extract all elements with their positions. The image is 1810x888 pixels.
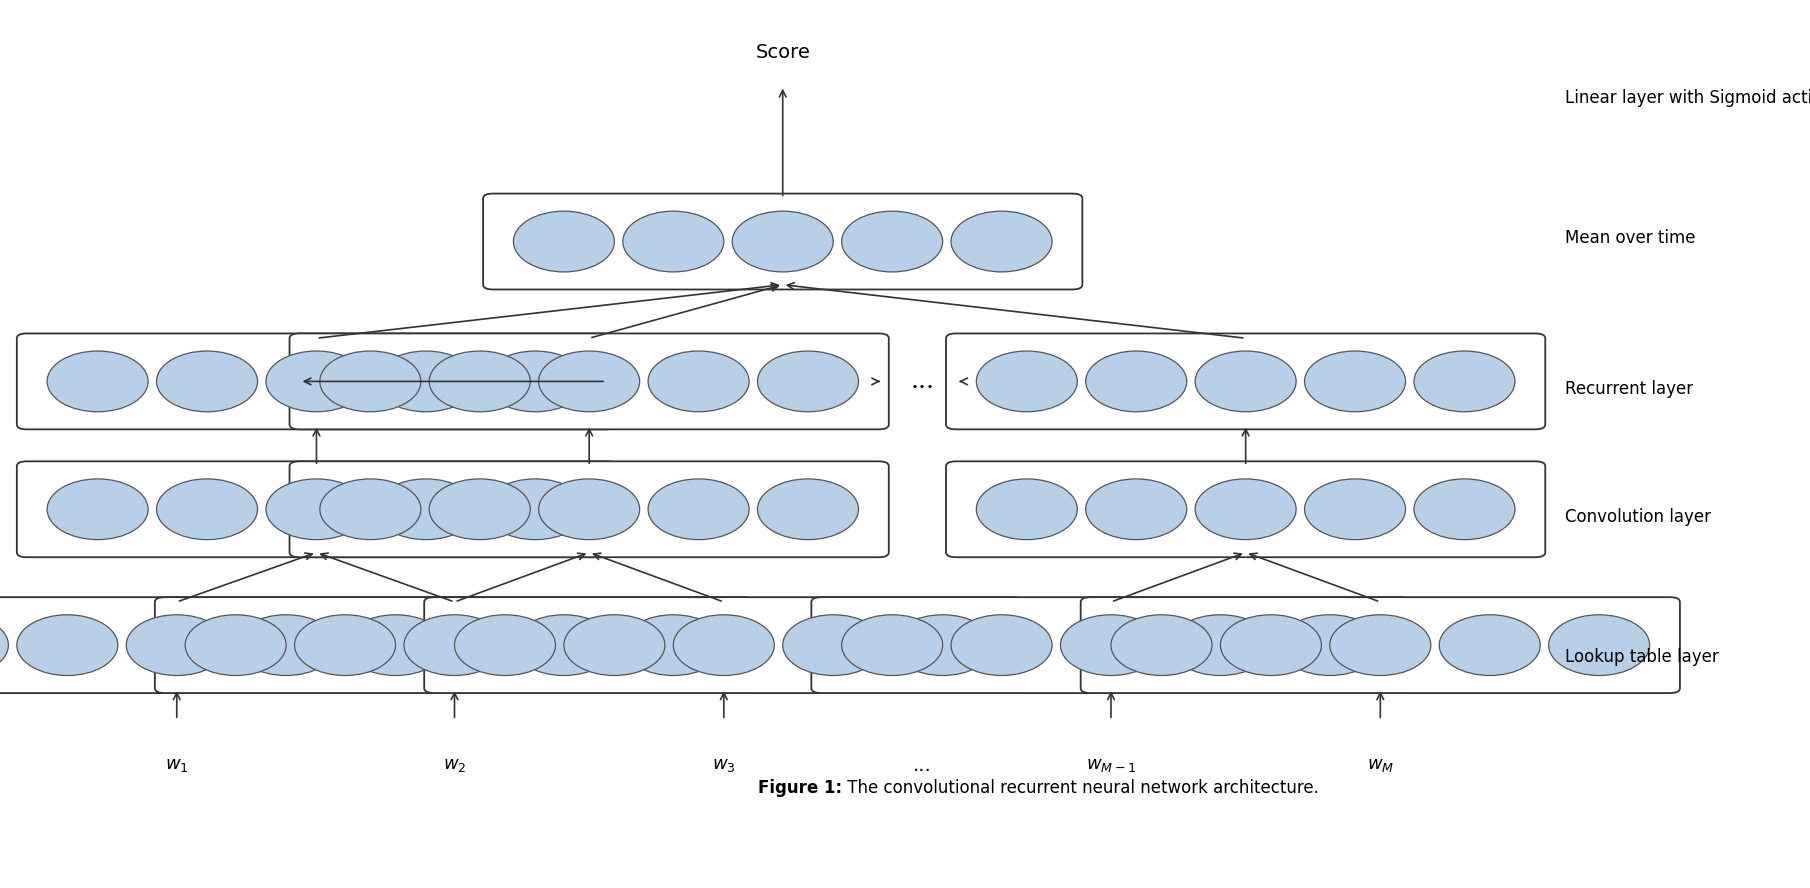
Ellipse shape [429, 351, 530, 412]
Ellipse shape [1111, 614, 1213, 676]
Ellipse shape [1305, 351, 1406, 412]
Ellipse shape [758, 351, 858, 412]
Ellipse shape [1061, 614, 1162, 676]
Ellipse shape [485, 479, 586, 540]
Ellipse shape [375, 351, 476, 412]
Ellipse shape [1414, 479, 1515, 540]
FancyBboxPatch shape [290, 462, 889, 558]
Text: Linear layer with Sigmoid activation: Linear layer with Sigmoid activation [1566, 89, 1810, 107]
Ellipse shape [623, 211, 724, 272]
Text: ...: ... [912, 756, 932, 774]
Ellipse shape [156, 351, 257, 412]
Ellipse shape [648, 479, 749, 540]
Ellipse shape [0, 614, 9, 676]
FancyBboxPatch shape [156, 598, 755, 694]
FancyBboxPatch shape [16, 462, 615, 558]
Ellipse shape [404, 614, 505, 676]
Ellipse shape [429, 479, 530, 540]
Text: $w_1$: $w_1$ [165, 756, 188, 774]
Ellipse shape [1086, 479, 1187, 540]
Ellipse shape [782, 614, 883, 676]
FancyBboxPatch shape [947, 334, 1546, 430]
Ellipse shape [1220, 614, 1321, 676]
Ellipse shape [648, 351, 749, 412]
Text: $w_3$: $w_3$ [711, 756, 735, 774]
Ellipse shape [1086, 351, 1187, 412]
Ellipse shape [1414, 351, 1515, 412]
Ellipse shape [156, 479, 257, 540]
Ellipse shape [16, 614, 118, 676]
Text: $w_{M-1}$: $w_{M-1}$ [1086, 756, 1137, 774]
Text: $w_2$: $w_2$ [443, 756, 467, 774]
Ellipse shape [950, 211, 1052, 272]
Ellipse shape [485, 351, 586, 412]
Ellipse shape [892, 614, 994, 676]
Ellipse shape [1195, 479, 1296, 540]
Ellipse shape [266, 479, 367, 540]
Text: Convolution layer: Convolution layer [1566, 508, 1712, 527]
FancyBboxPatch shape [947, 462, 1546, 558]
Ellipse shape [1330, 614, 1432, 676]
Text: Lookup table layer: Lookup table layer [1566, 648, 1720, 666]
FancyBboxPatch shape [1081, 598, 1680, 694]
Ellipse shape [320, 351, 420, 412]
Ellipse shape [1305, 479, 1406, 540]
FancyBboxPatch shape [16, 334, 615, 430]
Ellipse shape [733, 211, 833, 272]
Ellipse shape [47, 479, 148, 540]
Ellipse shape [539, 479, 639, 540]
FancyBboxPatch shape [0, 598, 476, 694]
Text: Score: Score [755, 43, 811, 62]
Ellipse shape [295, 614, 396, 676]
Ellipse shape [842, 211, 943, 272]
Ellipse shape [976, 479, 1077, 540]
FancyBboxPatch shape [483, 194, 1082, 289]
Text: Figure 1:: Figure 1: [758, 779, 842, 797]
Ellipse shape [1169, 614, 1271, 676]
Text: Mean over time: Mean over time [1566, 228, 1696, 247]
Ellipse shape [1439, 614, 1540, 676]
Ellipse shape [950, 614, 1052, 676]
Ellipse shape [539, 351, 639, 412]
Ellipse shape [454, 614, 556, 676]
Ellipse shape [514, 614, 614, 676]
Ellipse shape [375, 479, 476, 540]
Ellipse shape [127, 614, 228, 676]
Ellipse shape [1280, 614, 1381, 676]
Text: $w_M$: $w_M$ [1367, 756, 1394, 774]
Ellipse shape [346, 614, 445, 676]
Ellipse shape [320, 479, 420, 540]
Ellipse shape [565, 614, 664, 676]
FancyBboxPatch shape [811, 598, 1410, 694]
FancyBboxPatch shape [424, 598, 1023, 694]
Ellipse shape [976, 351, 1077, 412]
Ellipse shape [673, 614, 775, 676]
Ellipse shape [758, 479, 858, 540]
Text: ...: ... [910, 370, 934, 392]
Ellipse shape [1549, 614, 1649, 676]
Ellipse shape [185, 614, 286, 676]
Ellipse shape [1195, 351, 1296, 412]
Ellipse shape [235, 614, 337, 676]
Text: The convolutional recurrent neural network architecture.: The convolutional recurrent neural netwo… [842, 779, 1318, 797]
FancyBboxPatch shape [290, 334, 889, 430]
Ellipse shape [623, 614, 724, 676]
Ellipse shape [842, 614, 943, 676]
Ellipse shape [514, 211, 614, 272]
Ellipse shape [266, 351, 367, 412]
Ellipse shape [47, 351, 148, 412]
Text: Recurrent layer: Recurrent layer [1566, 380, 1694, 399]
